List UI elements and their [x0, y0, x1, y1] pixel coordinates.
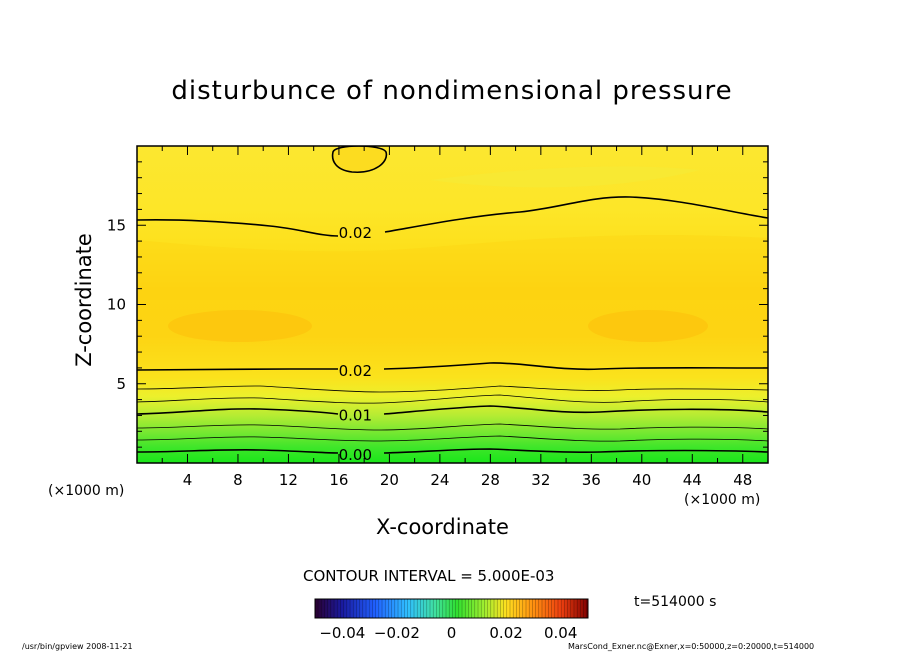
contour-label: 0.02 [339, 362, 372, 380]
contour-lines [137, 196, 768, 454]
x-tick-label: 36 [582, 471, 601, 489]
time-label: t=514000 s [634, 594, 717, 610]
x-tick-label: 20 [380, 471, 399, 489]
contour-label: 0.02 [339, 224, 372, 242]
contour-label: 0.00 [339, 446, 372, 464]
chart-title: disturbunce of nondimensional pressure [171, 76, 733, 106]
x-tick-label: 40 [632, 471, 651, 489]
x-tick-label: 48 [733, 471, 752, 489]
contour-interval-label: CONTOUR INTERVAL = 5.000E-03 [303, 567, 555, 585]
colorbar-tick-label: 0.04 [544, 624, 577, 642]
z-axis-unit: (×1000 m) [48, 483, 125, 499]
colorbar-tick-label: 0 [447, 624, 457, 642]
x-tick-label: 28 [481, 471, 500, 489]
colorbar [314, 598, 589, 619]
y-axis-label: Z-coordinate [72, 233, 96, 367]
y-tick-label: 15 [107, 216, 126, 234]
colorbar-tick-label: −0.02 [374, 624, 420, 642]
y-tick-label: 10 [107, 296, 126, 314]
x-axis-label: X-coordinate [376, 515, 509, 539]
x-tick-label: 8 [233, 471, 243, 489]
colorbar-tick-labels: −0.04 −0.02 0 0.02 0.04 [319, 624, 577, 642]
contour-field [137, 146, 768, 463]
x-tick-label: 44 [683, 471, 702, 489]
contour-label: 0.01 [339, 406, 372, 424]
x-tick-label: 12 [279, 471, 298, 489]
x-axis-unit: (×1000 m) [684, 492, 761, 508]
footer-source: MarsCond_Exner.nc@Exner,x=0:50000,z=0:20… [568, 642, 815, 651]
x-tick-label: 24 [430, 471, 449, 489]
colorbar-tick-label: −0.04 [319, 624, 365, 642]
x-tick-label: 16 [329, 471, 348, 489]
colorbar-tick-label: 0.02 [489, 624, 522, 642]
x-tick-label: 32 [531, 471, 550, 489]
x-tick-label: 4 [183, 471, 193, 489]
y-tick-label: 5 [116, 375, 126, 393]
footer-command: /usr/bin/gpview 2008-11-21 [22, 642, 133, 651]
